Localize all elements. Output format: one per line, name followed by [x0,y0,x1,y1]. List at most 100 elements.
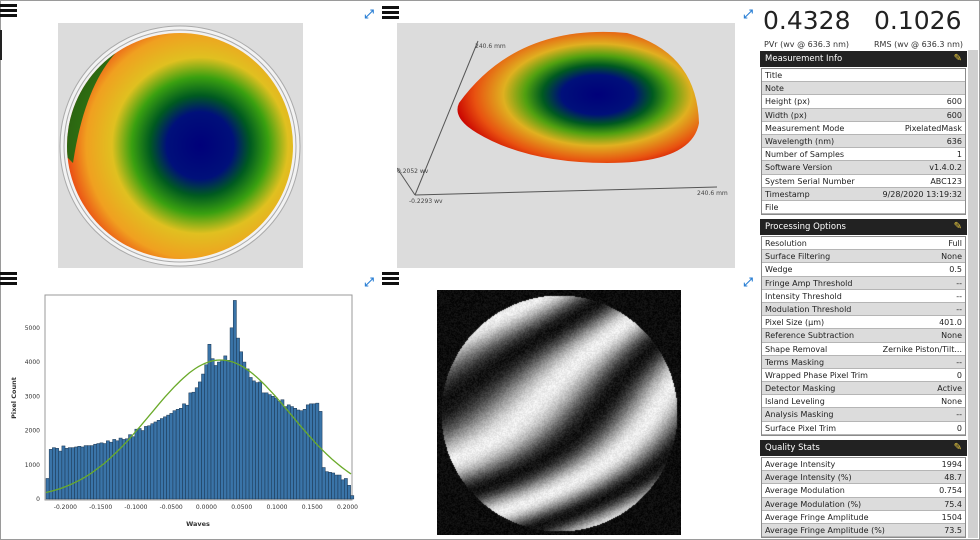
edit-pencil-icon[interactable]: ✎ [954,440,962,456]
table-row: Wrapped Phase Pixel Trim 0 [762,369,965,382]
histogram-bar [109,442,112,499]
row-value: None [941,329,962,341]
histogram-bar [319,411,322,499]
histogram-bar [227,360,230,499]
y-axis-label: Pixel Count [10,377,18,419]
table-row: Surface Pixel Trim 0 [762,422,965,435]
histogram-bar [198,382,201,499]
expand-icon[interactable]: ⤢ [741,7,755,21]
panel-menu-icon[interactable] [382,272,399,285]
histogram-bar [68,448,71,499]
histogram-bar [271,396,274,499]
histogram-bar [192,392,195,499]
histogram-bar [224,356,227,499]
histogram-bar [290,407,293,499]
edit-pencil-icon[interactable]: ✎ [954,219,962,235]
histogram-bar [56,448,59,499]
expand-icon[interactable]: ⤢ [362,275,376,289]
histogram-bar [246,369,249,499]
row-value: -- [956,277,962,289]
y-tick-label: 5000 [25,325,40,332]
table-row: Detector Masking Active [762,382,965,395]
expand-icon[interactable]: ⤢ [741,275,755,289]
scrollbar[interactable] [968,50,978,538]
table-row: Surface Filtering None [762,250,965,263]
section-table: Average Intensity 1994 Average Intensity (… [761,457,966,538]
row-value: 401.0 [939,316,962,328]
row-value: -- [956,408,962,420]
table-row: Software Version v1.4.0.2 [762,161,965,174]
row-value: None [941,250,962,262]
histogram-bar [265,393,268,499]
row-value: 0 [957,422,962,434]
panel-menu-icon[interactable] [0,4,17,17]
row-value: None [941,395,962,407]
histogram-bar [217,362,220,499]
histogram-bar [75,447,78,499]
table-row: Intensity Threshold -- [762,290,965,303]
histogram-bar [236,338,239,499]
row-label: Detector Masking [765,382,835,394]
histogram-bar [148,426,151,499]
x-tick-label: -0.0500 [160,504,183,511]
table-row: Reference Subtraction None [762,329,965,342]
histogram-bar [62,446,65,499]
section-header[interactable]: Quality Stats ✎ [760,440,967,456]
histogram-bar [87,446,90,499]
edit-pencil-icon[interactable]: ✎ [954,51,962,67]
row-value: 1504 [942,511,962,523]
surface-map [58,23,303,268]
row-label: Resolution [765,237,807,249]
histogram-bar [211,359,214,499]
histogram-bar [259,382,262,499]
histogram-bar [81,447,84,499]
table-row: Island Leveling None [762,395,965,408]
row-label: Average Modulation (%) [765,498,861,510]
row-value: 1 [957,148,962,160]
row-label: Analysis Masking [765,408,833,420]
histogram-bar [163,417,166,499]
row-value: 9/28/2020 13:19:32 [883,188,963,200]
section-table: Resolution Full Surface Filtering None Wedge… [761,236,966,436]
panel-menu-icon[interactable] [0,272,17,285]
row-label: Timestamp [765,188,810,200]
row-value: 75.4 [944,498,962,510]
row-value: 600 [947,109,962,121]
panel-menu-icon[interactable] [382,6,399,19]
histogram-bar [78,446,81,499]
row-value: v1.4.0.2 [929,161,962,173]
axis-y-label: 240.6 mm [475,43,506,50]
row-value: Zernike Piston/Tilt... [883,343,962,355]
table-row: Fringe Amp Threshold -- [762,277,965,290]
row-label: Surface Filtering [765,250,830,262]
section-header[interactable]: Processing Options ✎ [760,219,967,235]
histogram-bar [59,451,62,499]
row-label: Software Version [765,161,832,173]
section-title: Quality Stats [765,443,820,453]
histogram-bar [173,411,176,499]
histogram-bar [243,362,246,499]
expand-icon[interactable]: ⤢ [362,7,376,21]
histogram-chart: -0.2000 -0.1500 -0.1000 -0.0500 0.0000 0.0500… [0,290,370,535]
histogram-bar [154,422,157,499]
row-label: Wavelength (nm) [765,135,834,147]
histogram-bar [195,388,198,499]
histogram-bar [65,448,68,499]
section-header[interactable]: Measurement Info ✎ [760,51,967,67]
row-label: Wrapped Phase Pixel Trim [765,369,868,381]
section-title: Processing Options [765,222,846,232]
table-row: Average Modulation 0.754 [762,484,965,497]
row-value: Active [937,382,962,394]
x-tick-label: -0.2000 [54,504,77,511]
x-tick-label: 0.0000 [196,504,217,511]
histogram-bar [144,426,147,499]
histogram-bar [141,431,144,499]
histogram-bar [281,400,284,499]
table-row: Width (px) 600 [762,109,965,122]
table-row: Title [762,69,965,82]
histogram-bar [138,428,141,499]
histogram-bar [84,446,87,499]
histogram-bar [186,405,189,499]
table-row: Note [762,82,965,95]
histogram-bar [255,383,258,499]
